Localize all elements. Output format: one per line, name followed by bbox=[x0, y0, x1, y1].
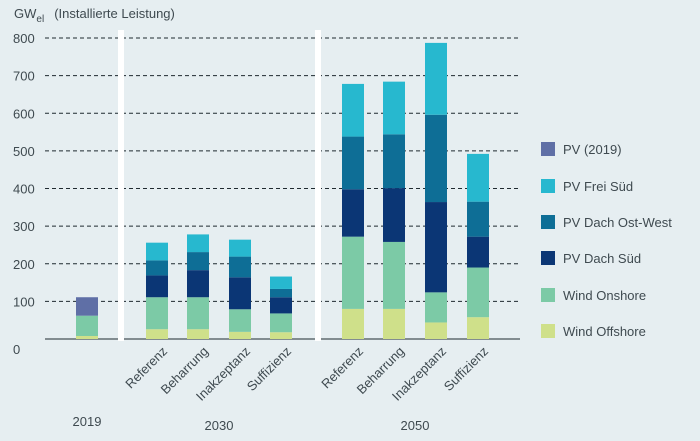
legend-label: PV Frei Süd bbox=[563, 179, 633, 194]
category-label: Suffizienz bbox=[441, 344, 491, 394]
bar-segment-wind-onshore bbox=[76, 315, 98, 336]
legend-label: PV Dach Süd bbox=[563, 251, 641, 266]
bar-segment-pv-dach-s-d bbox=[425, 202, 447, 293]
y-tick-label: 200 bbox=[13, 257, 35, 272]
bar-segment-pv-dach-ost-west bbox=[383, 134, 405, 189]
legend-swatch bbox=[541, 142, 555, 156]
bar-segment-pv-dach-s-d bbox=[270, 297, 292, 314]
legend-swatch bbox=[541, 251, 555, 265]
legend-label: Wind Onshore bbox=[563, 288, 646, 303]
bar-segment-pv-dach-ost-west bbox=[467, 201, 489, 237]
y-tick-label: 500 bbox=[13, 144, 35, 159]
bar-segment-pv-dach-ost-west bbox=[425, 114, 447, 203]
bar-segment-wind-offshore bbox=[270, 332, 292, 339]
group-separator bbox=[315, 30, 321, 341]
y-tick-label: 400 bbox=[13, 182, 35, 197]
bar-segment-pv-frei-s-d bbox=[383, 81, 405, 135]
bar-segment-wind-onshore bbox=[146, 297, 168, 330]
y-tick-label: 0 bbox=[13, 342, 20, 357]
bar-segment-pv-frei-s-d bbox=[187, 234, 209, 253]
legend-swatch bbox=[541, 288, 555, 302]
group-label: 2019 bbox=[73, 414, 102, 429]
y-tick-label: 700 bbox=[13, 69, 35, 84]
bar-segment-wind-offshore bbox=[76, 335, 98, 339]
y-tick-label: 600 bbox=[13, 106, 35, 121]
bar-segment-pv-frei-s-d bbox=[425, 42, 447, 115]
bar-segment-pv-dach-ost-west bbox=[229, 256, 251, 278]
y-axis-unit-label: GWel (Installierte Leistung) bbox=[14, 6, 175, 25]
bar-segment-pv-frei-s-d bbox=[229, 239, 251, 257]
legend-swatch bbox=[541, 215, 555, 229]
bar-segment-wind-offshore bbox=[383, 308, 405, 339]
bar-segment-pv-dach-s-d bbox=[146, 275, 168, 298]
bar-segment-pv-dach-ost-west bbox=[270, 288, 292, 298]
bar-segment-wind-onshore bbox=[383, 241, 405, 309]
bar-segment-wind-onshore bbox=[270, 313, 292, 333]
bar-segment-pv-dach-ost-west bbox=[187, 252, 209, 271]
bar-segment-pv-dach-s-d bbox=[342, 189, 364, 237]
bar-segment-wind-onshore bbox=[425, 292, 447, 323]
bar-segment-pv-dach-s-d bbox=[467, 236, 489, 268]
legend-swatch bbox=[541, 324, 555, 338]
bar-segment-wind-onshore bbox=[467, 267, 489, 318]
bar-segment-pv-frei-s-d bbox=[146, 242, 168, 261]
bar-segment-pv-frei-s-d bbox=[270, 276, 292, 289]
bar-segment-wind-onshore bbox=[342, 236, 364, 309]
group-label: 2050 bbox=[401, 418, 430, 433]
legend-swatch bbox=[541, 179, 555, 193]
category-label: Suffizienz bbox=[244, 344, 294, 394]
y-tick-label: 800 bbox=[13, 31, 35, 46]
legend-label: PV Dach Ost-West bbox=[563, 215, 672, 230]
bar-segment-pv-dach-ost-west bbox=[146, 260, 168, 276]
bar-segment-wind-offshore bbox=[342, 308, 364, 339]
bar-segment-wind-onshore bbox=[187, 297, 209, 330]
bar-segment-pv-dach-s-d bbox=[187, 270, 209, 298]
bar-segment-wind-offshore bbox=[425, 322, 447, 339]
y-tick-label: 100 bbox=[13, 294, 35, 309]
group-separator bbox=[118, 30, 124, 341]
legend-label: PV (2019) bbox=[563, 142, 622, 157]
group-label: 2030 bbox=[205, 418, 234, 433]
y-tick-label: 300 bbox=[13, 219, 35, 234]
bar-segment-wind-offshore bbox=[467, 317, 489, 339]
bar-segment-pv-dach-s-d bbox=[383, 188, 405, 242]
bar-segment-wind-offshore bbox=[229, 331, 251, 339]
bar-segment-pv-2019- bbox=[76, 297, 98, 316]
bar-segment-pv-dach-s-d bbox=[229, 277, 251, 310]
bar-segment-pv-dach-ost-west bbox=[342, 136, 364, 190]
bar-segment-pv-frei-s-d bbox=[467, 153, 489, 202]
bar-segment-wind-offshore bbox=[146, 329, 168, 339]
bar-segment-wind-onshore bbox=[229, 309, 251, 332]
bar-segment-wind-offshore bbox=[187, 329, 209, 339]
legend-label: Wind Offshore bbox=[563, 324, 646, 339]
bar-segment-pv-frei-s-d bbox=[342, 83, 364, 137]
